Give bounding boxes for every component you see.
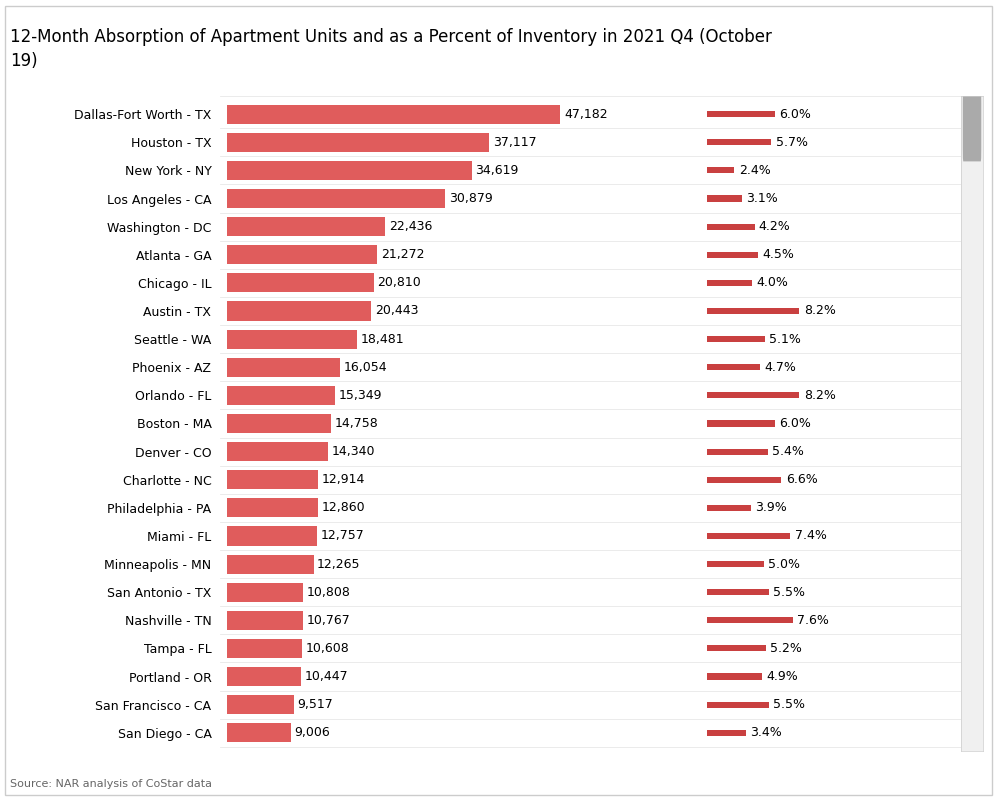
Text: 5.1%: 5.1%: [769, 332, 801, 346]
Bar: [227, 442, 329, 461]
Bar: [227, 582, 304, 602]
Text: 10,767: 10,767: [307, 614, 351, 626]
Text: 14,340: 14,340: [332, 445, 376, 458]
Text: 8.2%: 8.2%: [803, 304, 835, 317]
Bar: [707, 308, 799, 314]
Text: 4.9%: 4.9%: [766, 670, 798, 683]
Text: 3.4%: 3.4%: [750, 726, 781, 739]
Bar: [227, 414, 331, 433]
Text: 34,619: 34,619: [476, 164, 518, 177]
Bar: [227, 695, 294, 714]
Bar: [227, 245, 378, 264]
Text: 5.4%: 5.4%: [772, 445, 804, 458]
Text: 4.5%: 4.5%: [762, 248, 794, 261]
Text: Source: NAR analysis of CoStar data: Source: NAR analysis of CoStar data: [10, 779, 212, 789]
Bar: [707, 420, 775, 427]
Bar: [707, 618, 792, 623]
Bar: [707, 280, 752, 286]
Bar: [707, 477, 781, 483]
Text: 22,436: 22,436: [389, 221, 433, 233]
Bar: [707, 702, 769, 708]
Bar: [227, 555, 314, 574]
Bar: [227, 470, 318, 489]
Text: 20,443: 20,443: [375, 304, 419, 317]
Bar: [227, 499, 318, 518]
Text: 5.7%: 5.7%: [775, 136, 807, 149]
Text: 5.0%: 5.0%: [768, 558, 800, 570]
Bar: [227, 189, 446, 208]
Bar: [227, 329, 358, 348]
Bar: [707, 533, 790, 539]
Text: 30,879: 30,879: [449, 192, 493, 205]
Text: 18,481: 18,481: [361, 332, 405, 346]
Text: 9,006: 9,006: [294, 726, 330, 739]
Bar: [707, 729, 745, 736]
Text: 10,608: 10,608: [306, 642, 349, 655]
Text: 21,272: 21,272: [381, 248, 425, 261]
Bar: [227, 217, 386, 237]
Bar: [227, 723, 291, 742]
Bar: [707, 561, 763, 567]
Text: 9,517: 9,517: [298, 698, 334, 711]
Bar: [707, 167, 734, 173]
Text: 10,447: 10,447: [305, 670, 348, 683]
Bar: [227, 667, 301, 686]
FancyBboxPatch shape: [963, 89, 981, 161]
Text: 12-Month Absorption of Apartment Units and as a Percent of Inventory in 2021 Q4 : 12-Month Absorption of Apartment Units a…: [10, 28, 772, 70]
Bar: [227, 133, 490, 152]
Bar: [227, 527, 317, 546]
Text: 15,349: 15,349: [339, 389, 383, 402]
Bar: [707, 589, 769, 595]
Text: 8.2%: 8.2%: [803, 389, 835, 402]
Text: 12,860: 12,860: [322, 501, 365, 515]
Text: 12,265: 12,265: [317, 558, 361, 570]
Text: 12,914: 12,914: [322, 473, 365, 487]
Text: 5.5%: 5.5%: [773, 698, 805, 711]
Bar: [707, 111, 775, 117]
Text: 16,054: 16,054: [344, 360, 388, 374]
Bar: [227, 610, 303, 630]
Bar: [707, 646, 766, 651]
Bar: [227, 386, 336, 405]
Text: 7.6%: 7.6%: [797, 614, 829, 626]
Bar: [707, 448, 768, 455]
Text: 6.0%: 6.0%: [779, 417, 811, 430]
Bar: [707, 252, 758, 258]
Bar: [707, 139, 771, 145]
Bar: [227, 358, 341, 377]
Text: 4.2%: 4.2%: [759, 221, 790, 233]
Bar: [707, 224, 754, 229]
Text: 20,810: 20,810: [378, 276, 422, 289]
Text: 10,808: 10,808: [307, 586, 351, 598]
Text: 12,757: 12,757: [321, 530, 365, 543]
Text: 37,117: 37,117: [493, 136, 536, 149]
Bar: [227, 301, 372, 320]
Bar: [707, 505, 751, 511]
Text: 5.2%: 5.2%: [770, 642, 802, 655]
Bar: [707, 196, 742, 201]
Text: 3.1%: 3.1%: [746, 192, 778, 205]
Bar: [707, 364, 760, 370]
Text: 6.6%: 6.6%: [785, 473, 817, 487]
Text: 7.4%: 7.4%: [794, 530, 826, 543]
Bar: [227, 161, 472, 180]
Text: 4.7%: 4.7%: [764, 360, 796, 374]
Text: 4.0%: 4.0%: [756, 276, 788, 289]
Bar: [707, 392, 799, 399]
Text: 6.0%: 6.0%: [779, 108, 811, 121]
Text: 2.4%: 2.4%: [738, 164, 770, 177]
Bar: [227, 639, 302, 658]
Text: 47,182: 47,182: [563, 108, 607, 121]
Bar: [227, 273, 374, 292]
Text: 14,758: 14,758: [335, 417, 379, 430]
Bar: [707, 674, 762, 680]
Bar: [227, 105, 560, 124]
Bar: [707, 336, 764, 342]
Text: 3.9%: 3.9%: [755, 501, 787, 515]
Text: 5.5%: 5.5%: [773, 586, 805, 598]
